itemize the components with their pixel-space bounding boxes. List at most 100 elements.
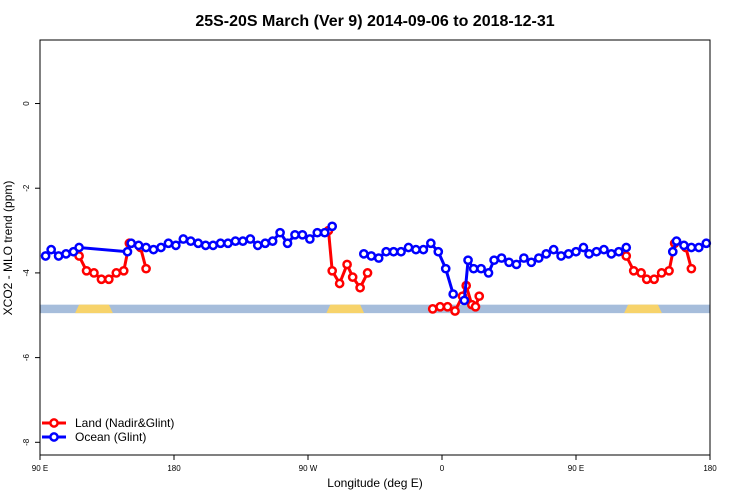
series-1-point-2-6 [496, 253, 507, 263]
series-1-point-2-9 [519, 253, 529, 263]
series-0-point-0-3 [96, 274, 107, 285]
series-0-point-3-0 [427, 304, 438, 314]
series-1-point-0-13 [171, 240, 181, 251]
series-0-point-4-1 [628, 265, 639, 276]
y-tick-label-3: -6 [22, 354, 31, 362]
series-1-point-0-25 [260, 238, 271, 249]
surface-band [40, 304, 710, 314]
series-0-point-2-3 [342, 259, 352, 270]
series-1-point-1-0 [358, 249, 369, 259]
series-1-point-0-34 [327, 221, 338, 232]
x-tick-label-4: 90 E [568, 464, 584, 473]
series-1-point-2-14 [556, 251, 566, 261]
series-1-point-1-6 [403, 242, 414, 253]
series-1-point-1-7 [411, 244, 421, 255]
series-1-point-0-32 [312, 227, 323, 238]
series-1-point-3-2 [679, 240, 689, 251]
series-0-point-0-2 [89, 268, 99, 278]
series-1-point-3-5 [701, 238, 712, 249]
series-1-point-0-0 [40, 251, 51, 261]
series-0-point-4-3 [641, 274, 652, 285]
series-0-point-4-5 [656, 268, 667, 278]
series-0-point-2-4 [347, 272, 358, 282]
series-0-point-2-5 [355, 282, 365, 293]
series-1-point-0-26 [267, 236, 278, 246]
series-1-point-1-2 [373, 253, 384, 263]
series-0-point-3-3 [450, 306, 460, 316]
series-1-point-0-6 [122, 246, 133, 257]
series-0-point-3-7 [470, 301, 481, 312]
series-1-point-3-3 [686, 242, 697, 253]
series-1-point-0-31 [305, 234, 315, 244]
chart-title: 25S-20S March (Ver 9) 2014-09-06 to 2018… [195, 13, 554, 30]
series-0-point-1-1 [141, 263, 151, 274]
series-0-point-0-6 [118, 265, 129, 276]
series-0-point-5-1 [686, 263, 697, 274]
series-1-point-0-9 [141, 242, 151, 253]
series-1-point-0-23 [245, 234, 256, 244]
series-1-point-0-16 [193, 238, 204, 249]
series-0-point-4-2 [636, 268, 646, 278]
series-0-point-2-6 [362, 268, 373, 278]
series-1-point-2-15 [563, 249, 574, 259]
series-1-point-2-10 [526, 257, 537, 268]
y-tick-label-1: -2 [22, 184, 31, 192]
series-1-point-0-22 [238, 236, 248, 246]
series-0-point-4-0 [621, 251, 632, 261]
series-0-point-4-4 [649, 274, 660, 285]
series-1-point-0-1 [46, 244, 57, 255]
series-1-point-0-28 [282, 238, 293, 249]
series-1-point-2-8 [511, 259, 522, 270]
series-1 [40, 221, 712, 306]
x-tick-label-3: 0 [440, 464, 445, 473]
series-0-point-4-6 [664, 265, 674, 276]
legend-label-1: Ocean (Glint) [75, 430, 146, 444]
series-1-point-2-1 [463, 255, 473, 266]
plot-frame [39, 39, 711, 456]
series-0-point-0-1 [81, 265, 92, 276]
series-1-point-2-20 [599, 244, 609, 255]
series-1-point-1-12 [448, 289, 459, 299]
series-1-point-1-11 [440, 263, 451, 274]
series-1-point-1-1 [366, 251, 377, 261]
x-tick-label-2: 90 W [299, 464, 318, 473]
series-1-point-0-30 [297, 229, 308, 240]
legend-marker-0 [49, 418, 59, 428]
series-0-point-3-8 [474, 291, 485, 302]
series-1-point-2-18 [584, 249, 594, 259]
series-1-point-0-3 [61, 249, 71, 259]
x-axis-label: Longitude (deg E) [327, 476, 422, 490]
series-1-point-0-10 [148, 244, 159, 255]
series-1-point-2-23 [621, 242, 632, 253]
series-1-point-0-7 [126, 238, 137, 249]
series-1-point-3-0 [667, 246, 678, 257]
y-tick-label-0: 0 [22, 101, 31, 106]
series-1-point-2-16 [571, 246, 581, 257]
series-1-point-2-4 [483, 268, 494, 278]
land-band-2 [624, 304, 662, 314]
series-1-point-2-12 [541, 249, 552, 259]
series-1-point-1-10 [433, 246, 444, 257]
series-0-point-2-1 [327, 265, 338, 276]
series-1-point-0-15 [185, 236, 196, 246]
series-1-point-0-8 [133, 240, 144, 251]
series-1-point-0-24 [252, 240, 263, 251]
series-1-point-0-33 [319, 227, 330, 238]
series-0-point-3-2 [442, 301, 453, 312]
series-1-point-2-21 [606, 249, 617, 259]
series-1-point-1-8 [418, 244, 429, 255]
land-band-0 [75, 304, 113, 314]
y-tick-label-2: -4 [22, 269, 31, 277]
series-1-point-2-11 [533, 253, 544, 263]
series-0-point-2-2 [334, 278, 345, 289]
series-1-point-0-21 [230, 236, 241, 246]
series-1-point-3-1 [671, 236, 682, 246]
series-1-point-0-18 [208, 240, 218, 251]
series-1-point-0-20 [223, 238, 233, 249]
series-0-line-2 [327, 230, 369, 291]
series-0-point-0-4 [104, 274, 114, 285]
series-1-point-2-19 [591, 246, 602, 257]
legend: Land (Nadir&Glint)Ocean (Glint) [42, 416, 174, 444]
series-0-point-0-5 [111, 268, 122, 278]
